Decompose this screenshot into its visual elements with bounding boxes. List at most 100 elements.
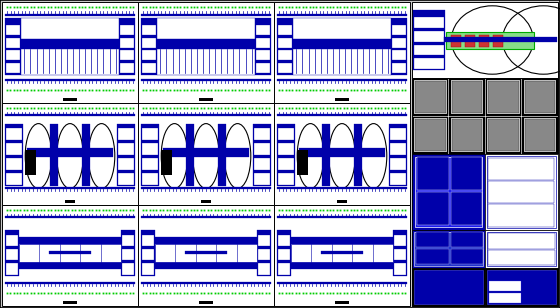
- Bar: [444, 37, 557, 42]
- Bar: [142, 143, 158, 155]
- Bar: [6, 128, 22, 140]
- Bar: [391, 38, 406, 48]
- Bar: [5, 114, 135, 116]
- Bar: [412, 154, 485, 230]
- Bar: [142, 263, 153, 275]
- Bar: [157, 49, 255, 75]
- Bar: [155, 262, 258, 269]
- Bar: [25, 150, 36, 176]
- Bar: [390, 158, 406, 170]
- Bar: [138, 103, 274, 205]
- Bar: [278, 249, 290, 261]
- Bar: [277, 188, 407, 189]
- Bar: [256, 38, 270, 48]
- Bar: [524, 118, 556, 152]
- Bar: [5, 188, 135, 189]
- Bar: [488, 204, 554, 226]
- Bar: [291, 244, 393, 262]
- Bar: [6, 38, 20, 48]
- Bar: [414, 58, 444, 69]
- Bar: [254, 143, 270, 155]
- Bar: [185, 250, 227, 254]
- Bar: [254, 173, 270, 185]
- Bar: [293, 49, 391, 75]
- Bar: [412, 268, 485, 306]
- Bar: [274, 205, 410, 306]
- Bar: [417, 157, 449, 190]
- Bar: [412, 230, 558, 306]
- Bar: [416, 232, 449, 247]
- Bar: [412, 230, 485, 268]
- Bar: [256, 50, 270, 60]
- Bar: [157, 39, 255, 49]
- Bar: [277, 114, 407, 116]
- Bar: [277, 216, 407, 218]
- Bar: [161, 150, 172, 176]
- Bar: [123, 235, 134, 246]
- Bar: [138, 205, 274, 306]
- Bar: [155, 237, 258, 244]
- Bar: [412, 2, 558, 78]
- Bar: [277, 282, 407, 284]
- Bar: [485, 230, 558, 268]
- Bar: [120, 50, 134, 60]
- Bar: [390, 128, 406, 140]
- Bar: [118, 128, 134, 140]
- Bar: [413, 116, 448, 153]
- Bar: [335, 301, 349, 304]
- Bar: [414, 118, 446, 152]
- Bar: [5, 124, 22, 186]
- Bar: [487, 232, 556, 266]
- Bar: [297, 150, 308, 176]
- Bar: [487, 270, 556, 304]
- Bar: [390, 173, 406, 185]
- Bar: [414, 45, 444, 55]
- Bar: [254, 128, 270, 140]
- Bar: [141, 114, 271, 116]
- Bar: [142, 173, 158, 185]
- Bar: [291, 237, 393, 244]
- Bar: [157, 18, 255, 39]
- Bar: [393, 230, 407, 276]
- Bar: [120, 38, 134, 48]
- Bar: [354, 124, 362, 186]
- Bar: [493, 35, 503, 47]
- Bar: [278, 50, 292, 60]
- Bar: [464, 35, 475, 47]
- Bar: [293, 18, 391, 39]
- Bar: [5, 18, 21, 75]
- Bar: [412, 78, 558, 154]
- Bar: [122, 230, 135, 276]
- Bar: [258, 249, 270, 261]
- Bar: [485, 268, 558, 306]
- Bar: [278, 63, 292, 73]
- Bar: [522, 116, 558, 153]
- Bar: [63, 98, 77, 101]
- Bar: [291, 262, 393, 269]
- Bar: [21, 39, 119, 49]
- Bar: [278, 38, 292, 48]
- Bar: [300, 148, 385, 157]
- Bar: [199, 98, 213, 101]
- Bar: [451, 119, 482, 151]
- Bar: [450, 157, 482, 190]
- Bar: [450, 80, 483, 114]
- Bar: [218, 124, 226, 186]
- Bar: [486, 116, 521, 153]
- Bar: [142, 158, 158, 170]
- Bar: [321, 250, 362, 254]
- Bar: [391, 63, 406, 73]
- Bar: [6, 25, 20, 35]
- Bar: [5, 282, 135, 284]
- Bar: [415, 81, 446, 113]
- Bar: [18, 244, 122, 262]
- Bar: [5, 230, 18, 276]
- Bar: [446, 32, 534, 49]
- Bar: [6, 63, 20, 73]
- Bar: [142, 50, 156, 60]
- Bar: [449, 79, 484, 116]
- Bar: [489, 281, 520, 291]
- Bar: [278, 235, 290, 246]
- Bar: [485, 154, 558, 230]
- Bar: [6, 158, 22, 170]
